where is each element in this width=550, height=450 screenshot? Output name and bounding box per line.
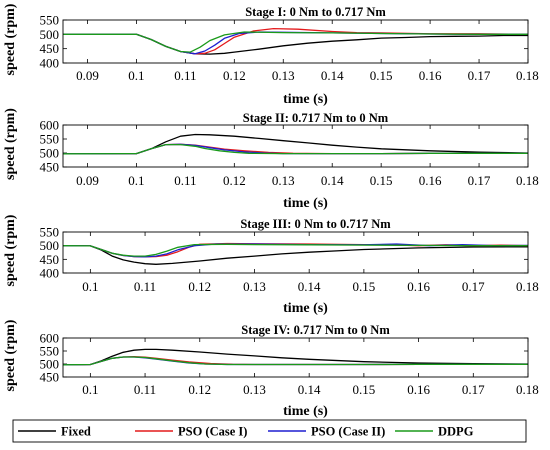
x-tick-label: 0.16	[407, 279, 430, 294]
y-tick-label: 550	[40, 132, 60, 147]
series-line-ddpg	[63, 143, 528, 155]
y-tick-label: 400	[40, 266, 60, 281]
x-tick-label: 0.12	[223, 68, 246, 83]
x-tick-label: 0.18	[516, 279, 539, 294]
plot-frame	[62, 337, 529, 378]
series-line-fixed	[63, 348, 528, 366]
x-tick-label: 0.15	[370, 173, 393, 188]
y-tick-label: 550	[40, 13, 60, 28]
y-axis-label: speed (rpm)	[3, 3, 18, 75]
x-tick-label: 0.11	[134, 382, 156, 397]
x-tick-label: 0.16	[419, 173, 442, 188]
x-tick-label: 0.17	[462, 382, 485, 397]
x-tick-label: 0.14	[298, 279, 321, 294]
x-tick-label: 0.13	[243, 279, 266, 294]
y-tick-label: 450	[40, 160, 60, 175]
legend-label: PSO (Case I)	[178, 425, 247, 439]
x-tick-label: 0.18	[516, 382, 539, 397]
y-tick-label: 450	[40, 41, 60, 56]
x-tick-label: 0.18	[516, 173, 539, 188]
x-tick-label: 0.18	[516, 68, 539, 83]
plot-frame	[62, 231, 529, 274]
x-tick-label: 0.13	[272, 68, 295, 83]
x-tick-label: 0.17	[462, 279, 485, 294]
x-tick-label: 0.1	[128, 68, 144, 83]
panel-title: Stage IV: 0.717 Nm to 0 Nm	[241, 323, 390, 337]
x-tick-label: 0.12	[188, 279, 211, 294]
x-tick-label: 0.15	[370, 68, 393, 83]
series-line-pso-case-ii	[63, 31, 528, 55]
x-tick-label: 0.14	[321, 68, 344, 83]
x-tick-label: 0.14	[298, 382, 321, 397]
x-axis-label: time (s)	[283, 196, 328, 211]
legend-label: PSO (Case II)	[311, 425, 385, 439]
y-tick-label: 450	[40, 252, 60, 267]
x-tick-label: 0.14	[321, 173, 344, 188]
x-axis-label: time (s)	[283, 92, 328, 107]
y-tick-label: 500	[40, 146, 60, 161]
series-line-fixed	[63, 133, 528, 155]
x-tick-label: 0.17	[468, 173, 491, 188]
x-tick-label: 0.15	[353, 279, 376, 294]
plot-frame	[62, 19, 529, 64]
y-tick-label: 500	[40, 27, 60, 42]
series-line-ddpg	[63, 31, 528, 53]
series-line-fixed	[63, 245, 528, 265]
x-axis-label: time (s)	[283, 404, 328, 419]
y-tick-label: 400	[40, 56, 60, 71]
y-axis-label: speed (rpm)	[3, 214, 18, 286]
x-tick-label: 0.11	[174, 68, 196, 83]
x-tick-label: 0.09	[76, 68, 99, 83]
x-tick-label: 0.1	[82, 279, 98, 294]
x-tick-label: 0.17	[468, 68, 491, 83]
y-axis-label: speed (rpm)	[3, 108, 18, 180]
x-axis-label: time (s)	[283, 301, 328, 316]
legend-label: Fixed	[61, 425, 91, 439]
x-tick-label: 0.16	[407, 382, 430, 397]
y-tick-label: 550	[40, 344, 60, 359]
series-line-ddpg	[63, 243, 528, 257]
legend: Fixed PSO (Case I) PSO (Case II) DDPG	[12, 419, 527, 443]
x-tick-label: 0.09	[76, 173, 99, 188]
legend-label: DDPG	[438, 425, 474, 439]
panel-title: Stage III: 0 Nm to 0.717 Nm	[240, 217, 391, 231]
x-tick-label: 0.12	[223, 173, 246, 188]
x-tick-label: 0.11	[174, 173, 196, 188]
y-tick-label: 600	[40, 331, 60, 346]
y-tick-label: 600	[40, 118, 60, 133]
y-tick-label: 500	[40, 238, 60, 253]
y-axis-label: speed (rpm)	[3, 319, 18, 391]
panel-title: Stage II: 0.717 Nm to 0 Nm	[243, 111, 389, 125]
y-tick-label: 550	[40, 225, 60, 240]
panel-title: Stage I: 0 Nm to 0.717 Nm	[245, 5, 386, 19]
series-line-fixed	[63, 33, 528, 55]
plot-frame	[62, 124, 529, 168]
x-tick-label: 0.13	[272, 173, 295, 188]
series-line-pso-case-i	[63, 143, 528, 155]
series-line-pso-case-ii	[63, 143, 528, 155]
x-tick-label: 0.16	[419, 68, 442, 83]
x-tick-label: 0.11	[134, 279, 156, 294]
series-line-ddpg	[63, 356, 528, 366]
x-tick-label: 0.13	[243, 382, 266, 397]
y-tick-label: 450	[40, 370, 60, 385]
y-tick-label: 500	[40, 357, 60, 372]
x-tick-label: 0.15	[353, 382, 376, 397]
x-tick-label: 0.1	[128, 173, 144, 188]
x-tick-label: 0.1	[82, 382, 98, 397]
x-tick-label: 0.12	[188, 382, 211, 397]
